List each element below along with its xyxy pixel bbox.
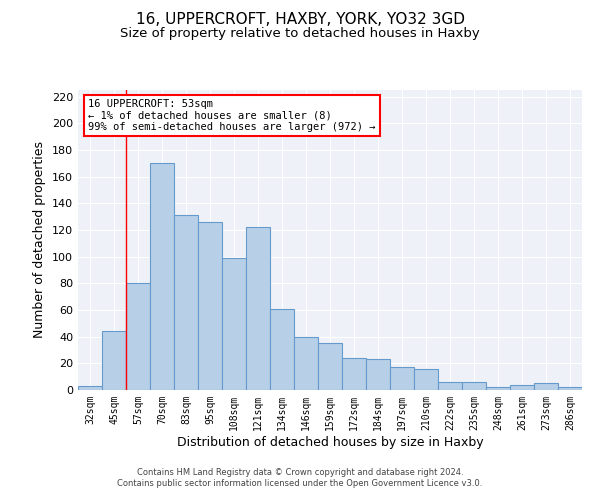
Bar bbox=[438, 382, 462, 390]
Text: 16 UPPERCROFT: 53sqm
← 1% of detached houses are smaller (8)
99% of semi-detache: 16 UPPERCROFT: 53sqm ← 1% of detached ho… bbox=[88, 99, 376, 132]
Bar bbox=[390, 368, 414, 390]
Bar bbox=[78, 386, 102, 390]
Bar bbox=[270, 308, 294, 390]
Text: 16, UPPERCROFT, HAXBY, YORK, YO32 3GD: 16, UPPERCROFT, HAXBY, YORK, YO32 3GD bbox=[136, 12, 464, 28]
X-axis label: Distribution of detached houses by size in Haxby: Distribution of detached houses by size … bbox=[176, 436, 484, 448]
Bar bbox=[366, 360, 390, 390]
Bar bbox=[462, 382, 486, 390]
Bar bbox=[174, 216, 198, 390]
Bar bbox=[558, 388, 582, 390]
Bar bbox=[102, 332, 126, 390]
Bar bbox=[318, 344, 342, 390]
Bar bbox=[150, 164, 174, 390]
Bar bbox=[222, 258, 246, 390]
Bar bbox=[486, 388, 510, 390]
Text: Contains HM Land Registry data © Crown copyright and database right 2024.
Contai: Contains HM Land Registry data © Crown c… bbox=[118, 468, 482, 487]
Bar bbox=[198, 222, 222, 390]
Bar bbox=[294, 336, 318, 390]
Bar bbox=[342, 358, 366, 390]
Y-axis label: Number of detached properties: Number of detached properties bbox=[34, 142, 46, 338]
Text: Size of property relative to detached houses in Haxby: Size of property relative to detached ho… bbox=[120, 28, 480, 40]
Bar bbox=[246, 228, 270, 390]
Bar bbox=[534, 384, 558, 390]
Bar bbox=[510, 384, 534, 390]
Bar bbox=[126, 284, 150, 390]
Bar bbox=[414, 368, 438, 390]
